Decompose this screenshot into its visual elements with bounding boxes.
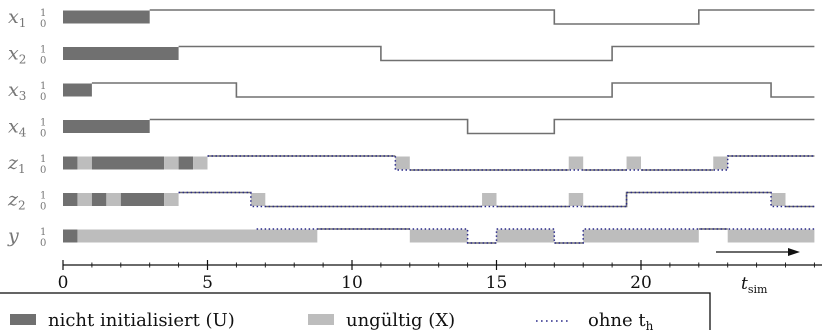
invalid-segment [164,156,179,170]
undefined-segment [91,193,107,206]
waveform-without-th [256,228,815,244]
level-label-low: 0 [40,129,46,140]
invalid-segment [771,193,786,206]
invalid-segment [250,193,266,206]
tsim-arrow-head [788,248,800,256]
legend-swatch-undefined [10,314,36,325]
signal-label-y: y [7,225,19,247]
level-label-high: 1 [40,8,46,19]
level-label-high: 1 [40,118,46,129]
invalid-segment [77,229,318,243]
undefined-segment [63,47,179,60]
signal-row-x3: x3 10 [8,79,815,103]
signal-row-z2: z2 10 [7,189,815,213]
invalid-segment [727,229,815,243]
level-label-low: 0 [40,238,46,249]
undefined-segment [63,10,150,24]
invalid-segment [395,156,410,170]
level-label-low: 0 [40,202,46,213]
undefined-segment [63,120,150,133]
signal-label-z1: z1 [7,152,26,176]
signal-label-z2: z2 [7,189,26,213]
invalid-segment [568,156,584,170]
invalid-segment [496,229,555,243]
level-label-high: 1 [40,227,46,238]
invalid-segment [164,193,179,206]
level-label-low: 0 [40,56,46,67]
level-label-high: 1 [40,81,46,92]
undefined-segment [63,156,78,170]
waveform-line [317,228,728,244]
waveform-line [207,155,815,171]
undefined-segment [91,156,165,170]
waveform-without-th [207,155,815,171]
tsim-label: tsim [741,274,768,296]
waveform-line [149,118,815,135]
undefined-segment [63,229,78,243]
signal-row-x1: x1 10 [8,6,815,30]
signal-label-x2: x2 [8,43,26,67]
waveform-line [178,191,815,208]
tick-label: 20 [630,273,652,293]
legend-label-invalid: ungültig (X) [346,310,455,330]
legend-frame [0,292,711,330]
legend: nicht initialisiert (U) ungültig (X) ohn… [0,292,711,330]
time-axis: 0 5 10 15 20 tsim [58,248,822,296]
undefined-segment [178,156,194,170]
level-label-high: 1 [40,191,46,202]
signal-label-x1: x1 [8,6,26,30]
invalid-segment [193,156,208,170]
tick-label: 10 [341,273,363,293]
invalid-segment [626,156,641,170]
waveform-line [91,82,815,98]
tick-label: 5 [202,273,213,293]
tick-label: 15 [486,273,508,293]
waveform-line [149,9,815,25]
signal-row-x2: x2 10 [8,43,815,67]
invalid-segment [106,193,121,206]
signal-row-z1: z1 10 [7,152,815,176]
invalid-segment [77,193,92,206]
level-label-low: 0 [40,165,46,176]
level-label-high: 1 [40,45,46,56]
tick-label: 0 [58,273,69,293]
legend-label-undefined: nicht initialisiert (U) [48,310,235,330]
invalid-segment [409,229,468,243]
legend-label-dotted: ohne th [588,310,654,330]
signal-label-x4: x4 [8,116,27,140]
signal-row-x4: x4 10 [8,116,815,140]
level-label-low: 0 [40,92,46,103]
waveform-without-th [178,191,815,208]
waveform-line [178,45,815,62]
level-label-low: 0 [40,19,46,30]
signal-label-x3: x3 [8,79,26,103]
invalid-segment [482,193,497,206]
invalid-segment [568,193,584,206]
undefined-segment [63,193,78,206]
signal-row-y: y 10 [7,225,815,249]
undefined-segment [63,83,92,97]
invalid-segment [77,156,92,170]
invalid-segment [583,229,699,243]
undefined-segment [120,193,165,206]
level-label-high: 1 [40,154,46,165]
legend-swatch-invalid [308,314,334,325]
invalid-segment [713,156,728,170]
